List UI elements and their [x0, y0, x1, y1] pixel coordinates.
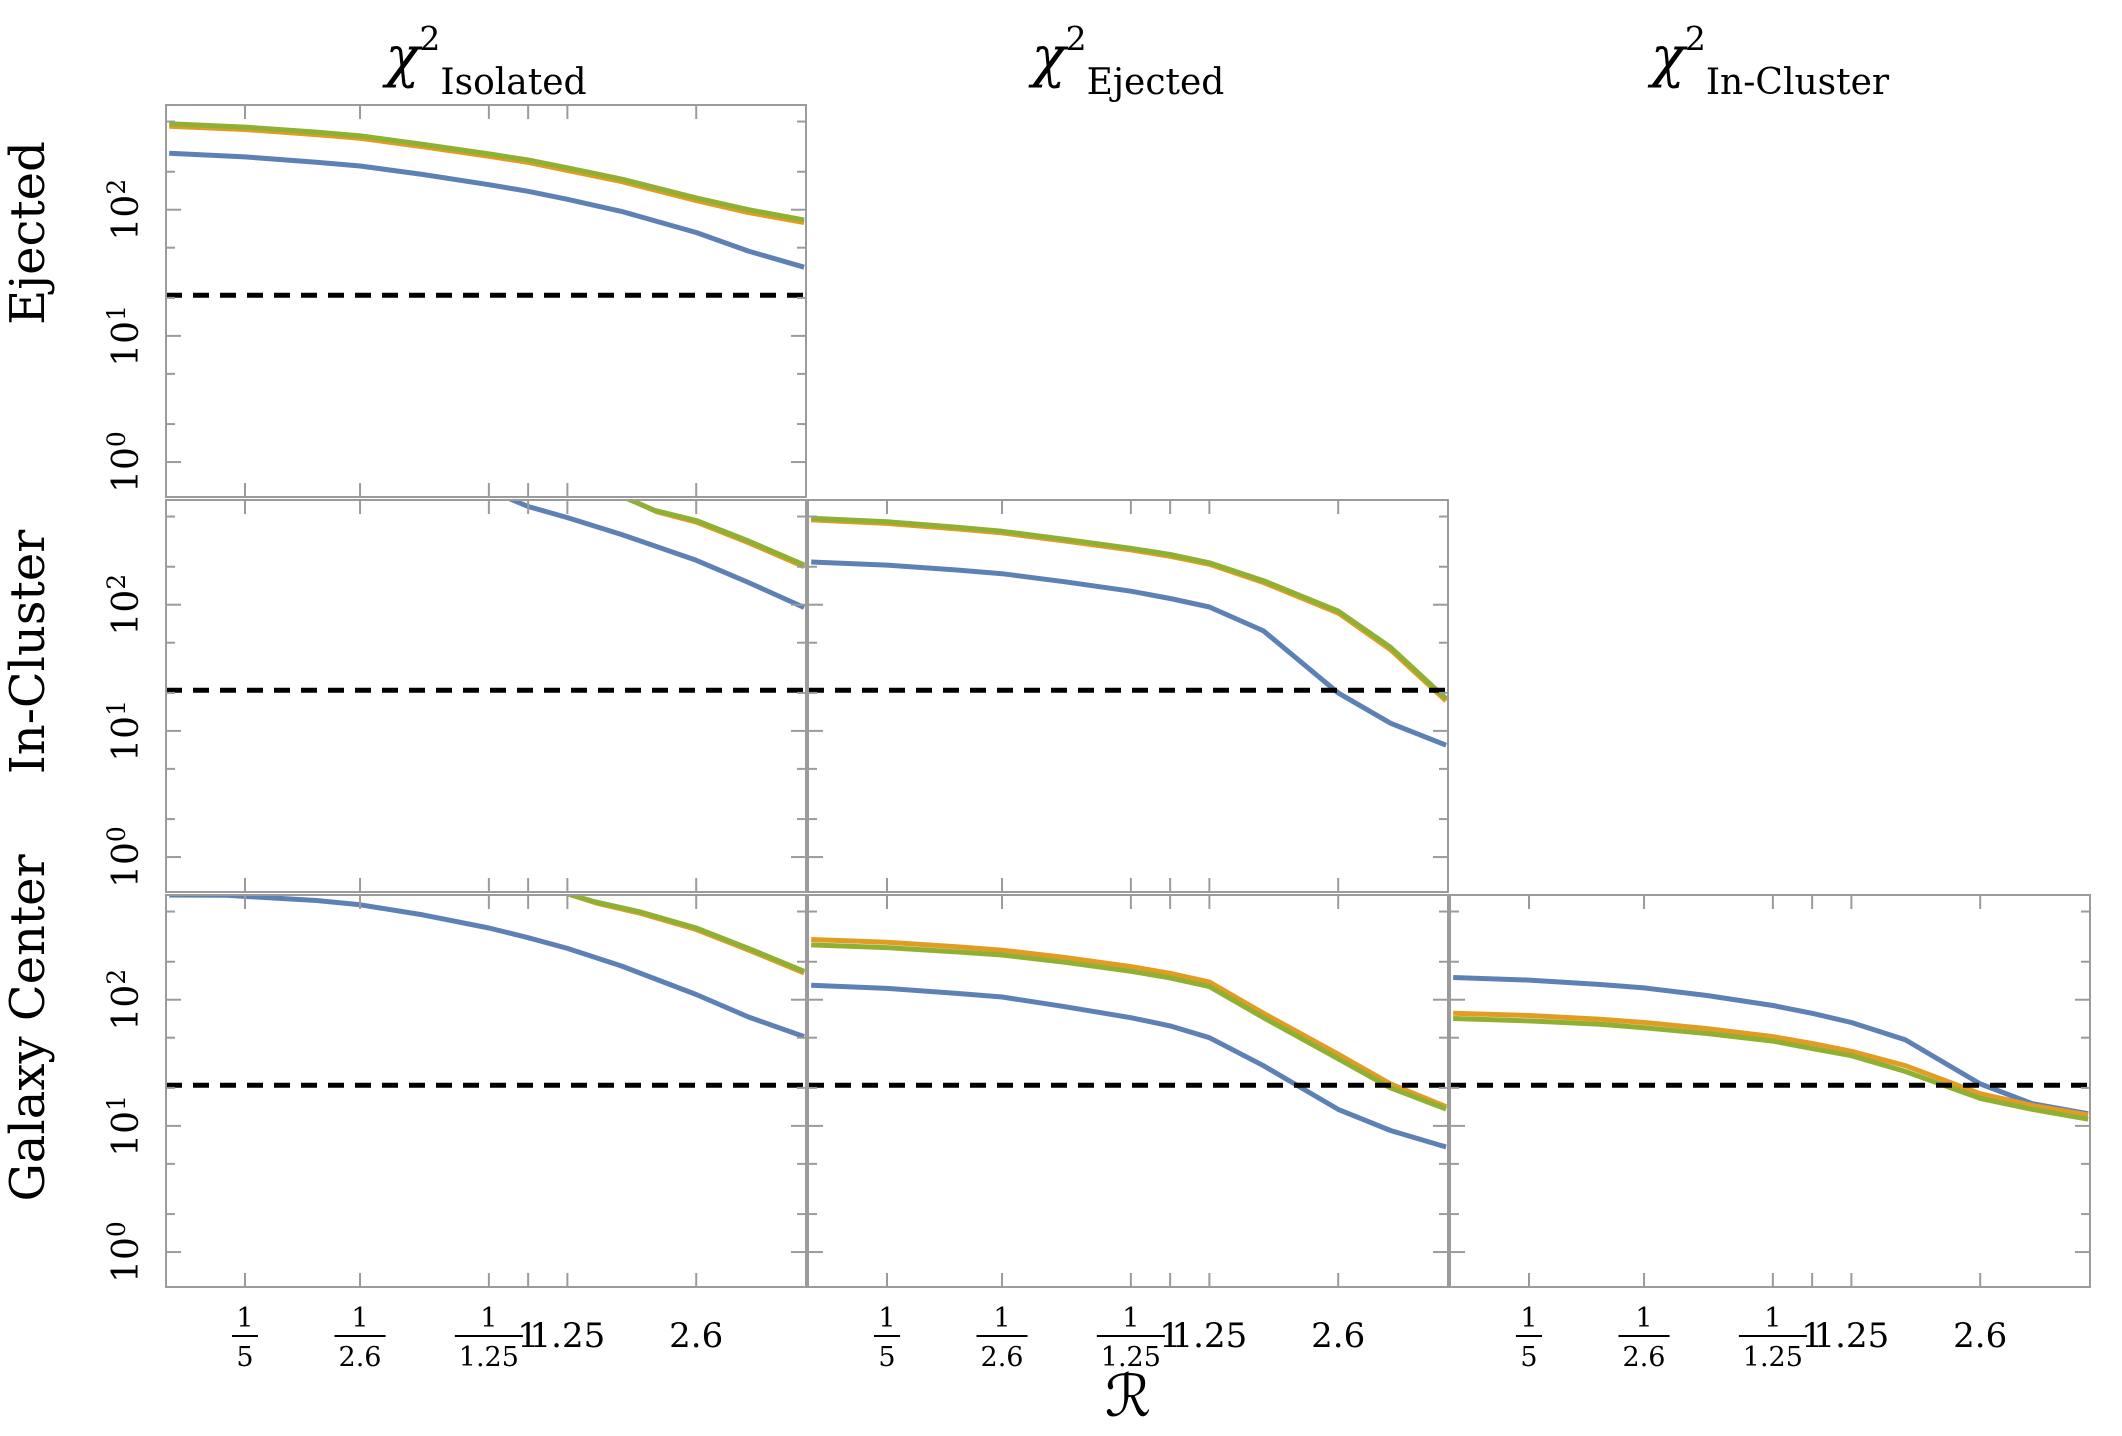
curves-group — [1453, 975, 2089, 1122]
row-label-ejected: Ejected — [0, 141, 56, 325]
curve-orange — [1453, 1010, 2089, 1118]
y-tick-label: 101 — [102, 1095, 147, 1157]
y-tick-label: 102 — [102, 179, 147, 241]
panel-ejected-isolated: 100 101 102 — [102, 104, 807, 498]
x-tick-label-numerator: 1 — [480, 1303, 497, 1334]
x-tick-label: 2.6 — [1953, 1316, 2007, 1356]
curve-green — [169, 121, 805, 223]
curve-green — [623, 500, 806, 568]
curves-group — [169, 121, 805, 270]
curve-blue — [811, 982, 1447, 1150]
x-tick-label: 1 — [1159, 1316, 1181, 1356]
row-label-galaxy-center: Galaxy Center — [0, 854, 56, 1201]
x-tick-label: 2.6 — [669, 1316, 723, 1356]
x-tick-label-denominator: 5 — [236, 1342, 253, 1373]
x-tick-label-denominator: 2.6 — [339, 1342, 382, 1373]
x-tick-label-numerator: 1 — [1122, 1303, 1139, 1334]
y-tick-label: 100 — [102, 826, 147, 888]
subplot-frame — [165, 104, 807, 498]
panel-in-cluster-isolated: 100 101 102 — [102, 499, 807, 893]
y-tick-label: 102 — [102, 969, 147, 1031]
curves-group — [169, 895, 806, 1039]
x-tick-label: 2.6 — [1311, 1316, 1365, 1356]
curve-green — [562, 895, 806, 974]
curve-green — [811, 942, 1447, 1112]
x-axis-label: ℛ — [1105, 1362, 1151, 1430]
x-tick-label-denominator: 5 — [878, 1342, 895, 1373]
curve-orange — [811, 937, 1448, 1110]
row-label-in-cluster: In-Cluster — [0, 530, 56, 774]
curves-group — [811, 515, 1448, 748]
column-title-in-cluster: χ2In-Cluster — [1647, 19, 1890, 103]
y-tick-label: 102 — [102, 574, 147, 636]
column-title-isolated: χ2Isolated — [381, 19, 586, 103]
curve-blue — [811, 559, 1448, 748]
y-tick-label: 101 — [102, 305, 147, 367]
x-tick-label-denominator: 1.25 — [1101, 1342, 1161, 1373]
curve-blue — [169, 895, 805, 1039]
x-tick-label-numerator: 1 — [1635, 1303, 1652, 1334]
x-tick-label: 1 — [1801, 1316, 1823, 1356]
x-tick-label-numerator: 1 — [351, 1303, 368, 1334]
column-title-ejected: χ2Ejected — [1028, 19, 1225, 103]
curve-blue — [169, 150, 805, 270]
x-tick-label: 1.25 — [1814, 1316, 1890, 1356]
x-tick-label-numerator: 1 — [878, 1303, 895, 1334]
curve-green — [811, 515, 1448, 701]
y-tick-label: 100 — [102, 431, 147, 493]
x-tick-label: 1.25 — [1172, 1316, 1248, 1356]
y-tick-label: 100 — [102, 1221, 147, 1283]
subplot-frame — [807, 894, 1449, 1288]
x-tick-label: 1 — [517, 1316, 539, 1356]
subplot-frame — [165, 499, 807, 893]
x-tick-label-denominator: 5 — [1520, 1342, 1537, 1373]
curves-group — [811, 937, 1448, 1150]
y-tick-label: 101 — [102, 700, 147, 762]
x-tick-label-denominator: 1.25 — [459, 1342, 519, 1373]
x-tick-label-numerator: 1 — [1520, 1303, 1537, 1334]
x-tick-label-denominator: 2.6 — [1623, 1342, 1666, 1373]
x-tick-label-denominator: 1.25 — [1743, 1342, 1803, 1373]
curve-green — [1453, 1016, 2089, 1122]
subplot-frame — [807, 499, 1449, 893]
panel-in-cluster-ejected — [807, 499, 1449, 893]
subplot-frame — [1449, 894, 2091, 1288]
subplot-frame — [165, 894, 807, 1288]
x-tick-label-numerator: 1 — [1764, 1303, 1781, 1334]
x-tick-label-denominator: 2.6 — [981, 1342, 1024, 1373]
x-tick-label-numerator: 1 — [236, 1303, 253, 1334]
x-tick-label: 1.25 — [530, 1316, 606, 1356]
curve-blue — [1453, 975, 2089, 1117]
x-tick-label-numerator: 1 — [993, 1303, 1010, 1334]
